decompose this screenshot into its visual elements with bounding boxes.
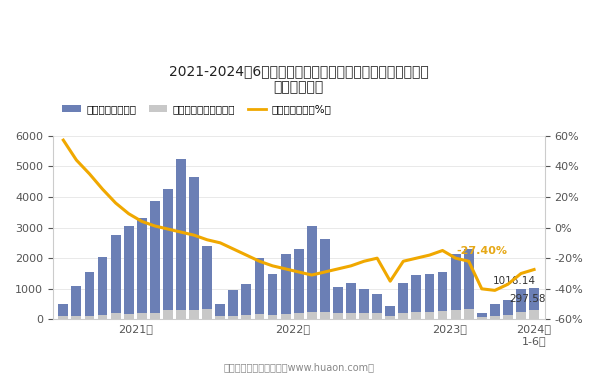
Bar (268, 273, 277, 320)
Bar (242, 284, 251, 320)
Bar (202, 309, 212, 320)
Bar (503, 315, 513, 320)
Bar (477, 317, 487, 320)
Bar (307, 312, 317, 320)
Bar (189, 310, 199, 320)
Bar (228, 315, 238, 320)
Bar (529, 310, 539, 320)
Bar (150, 202, 160, 320)
Bar (176, 310, 186, 320)
Bar (97, 315, 108, 320)
Bar (124, 314, 133, 320)
Text: 1016.14: 1016.14 (493, 276, 536, 286)
Bar (84, 272, 94, 320)
Bar (529, 288, 539, 320)
Bar (268, 315, 277, 320)
Bar (59, 304, 68, 320)
Bar (464, 249, 474, 320)
Bar (255, 314, 264, 320)
Bar (242, 315, 251, 320)
Legend: 商品住宅（万㎡）, 商品住宅现房（万㎡）, 商品住宅增速（%）: 商品住宅（万㎡）, 商品住宅现房（万㎡）, 商品住宅增速（%） (58, 100, 335, 118)
Bar (516, 312, 526, 320)
Bar (111, 313, 121, 320)
Bar (438, 272, 447, 320)
Bar (189, 177, 199, 320)
Bar (372, 294, 382, 320)
Bar (490, 304, 500, 320)
Bar (490, 316, 500, 320)
Bar (320, 312, 329, 320)
Bar (294, 249, 304, 320)
Bar (320, 239, 329, 320)
Bar (163, 189, 173, 320)
Bar (411, 312, 421, 320)
Bar (425, 312, 434, 320)
Bar (255, 258, 264, 320)
Bar (411, 275, 421, 320)
Bar (280, 314, 291, 320)
Bar (333, 313, 343, 320)
Text: -27.40%: -27.40% (456, 246, 507, 256)
Bar (137, 313, 147, 320)
Bar (477, 313, 487, 320)
Bar (215, 317, 225, 320)
Text: 297.58: 297.58 (509, 294, 546, 304)
Bar (72, 286, 81, 320)
Bar (359, 313, 369, 320)
Bar (228, 290, 238, 320)
Bar (359, 289, 369, 320)
Bar (398, 313, 408, 320)
Bar (385, 315, 395, 320)
Bar (280, 253, 291, 320)
Bar (333, 287, 343, 320)
Bar (385, 306, 395, 320)
Bar (438, 311, 447, 320)
Bar (372, 313, 382, 320)
Bar (97, 257, 108, 320)
Bar (84, 316, 94, 320)
Bar (307, 226, 317, 320)
Bar (202, 246, 212, 320)
Title: 2021-2024年6月广西壮族自治区房地产商品住宅及商品住宅
现房销售面积: 2021-2024年6月广西壮族自治区房地产商品住宅及商品住宅 现房销售面积 (169, 64, 429, 94)
Bar (398, 283, 408, 320)
Bar (137, 218, 147, 320)
Bar (503, 300, 513, 320)
Bar (150, 313, 160, 320)
Bar (176, 159, 186, 320)
Bar (163, 310, 173, 320)
Bar (451, 310, 460, 320)
Bar (346, 313, 356, 320)
Text: 制图：华经产业研究院（www.huaon.com）: 制图：华经产业研究院（www.huaon.com） (224, 362, 374, 372)
Bar (346, 283, 356, 320)
Bar (516, 289, 526, 320)
Bar (464, 309, 474, 320)
Bar (215, 305, 225, 320)
Bar (59, 316, 68, 320)
Bar (72, 316, 81, 320)
Bar (294, 313, 304, 320)
Bar (425, 273, 434, 320)
Bar (124, 226, 133, 320)
Bar (111, 235, 121, 320)
Bar (451, 253, 460, 320)
